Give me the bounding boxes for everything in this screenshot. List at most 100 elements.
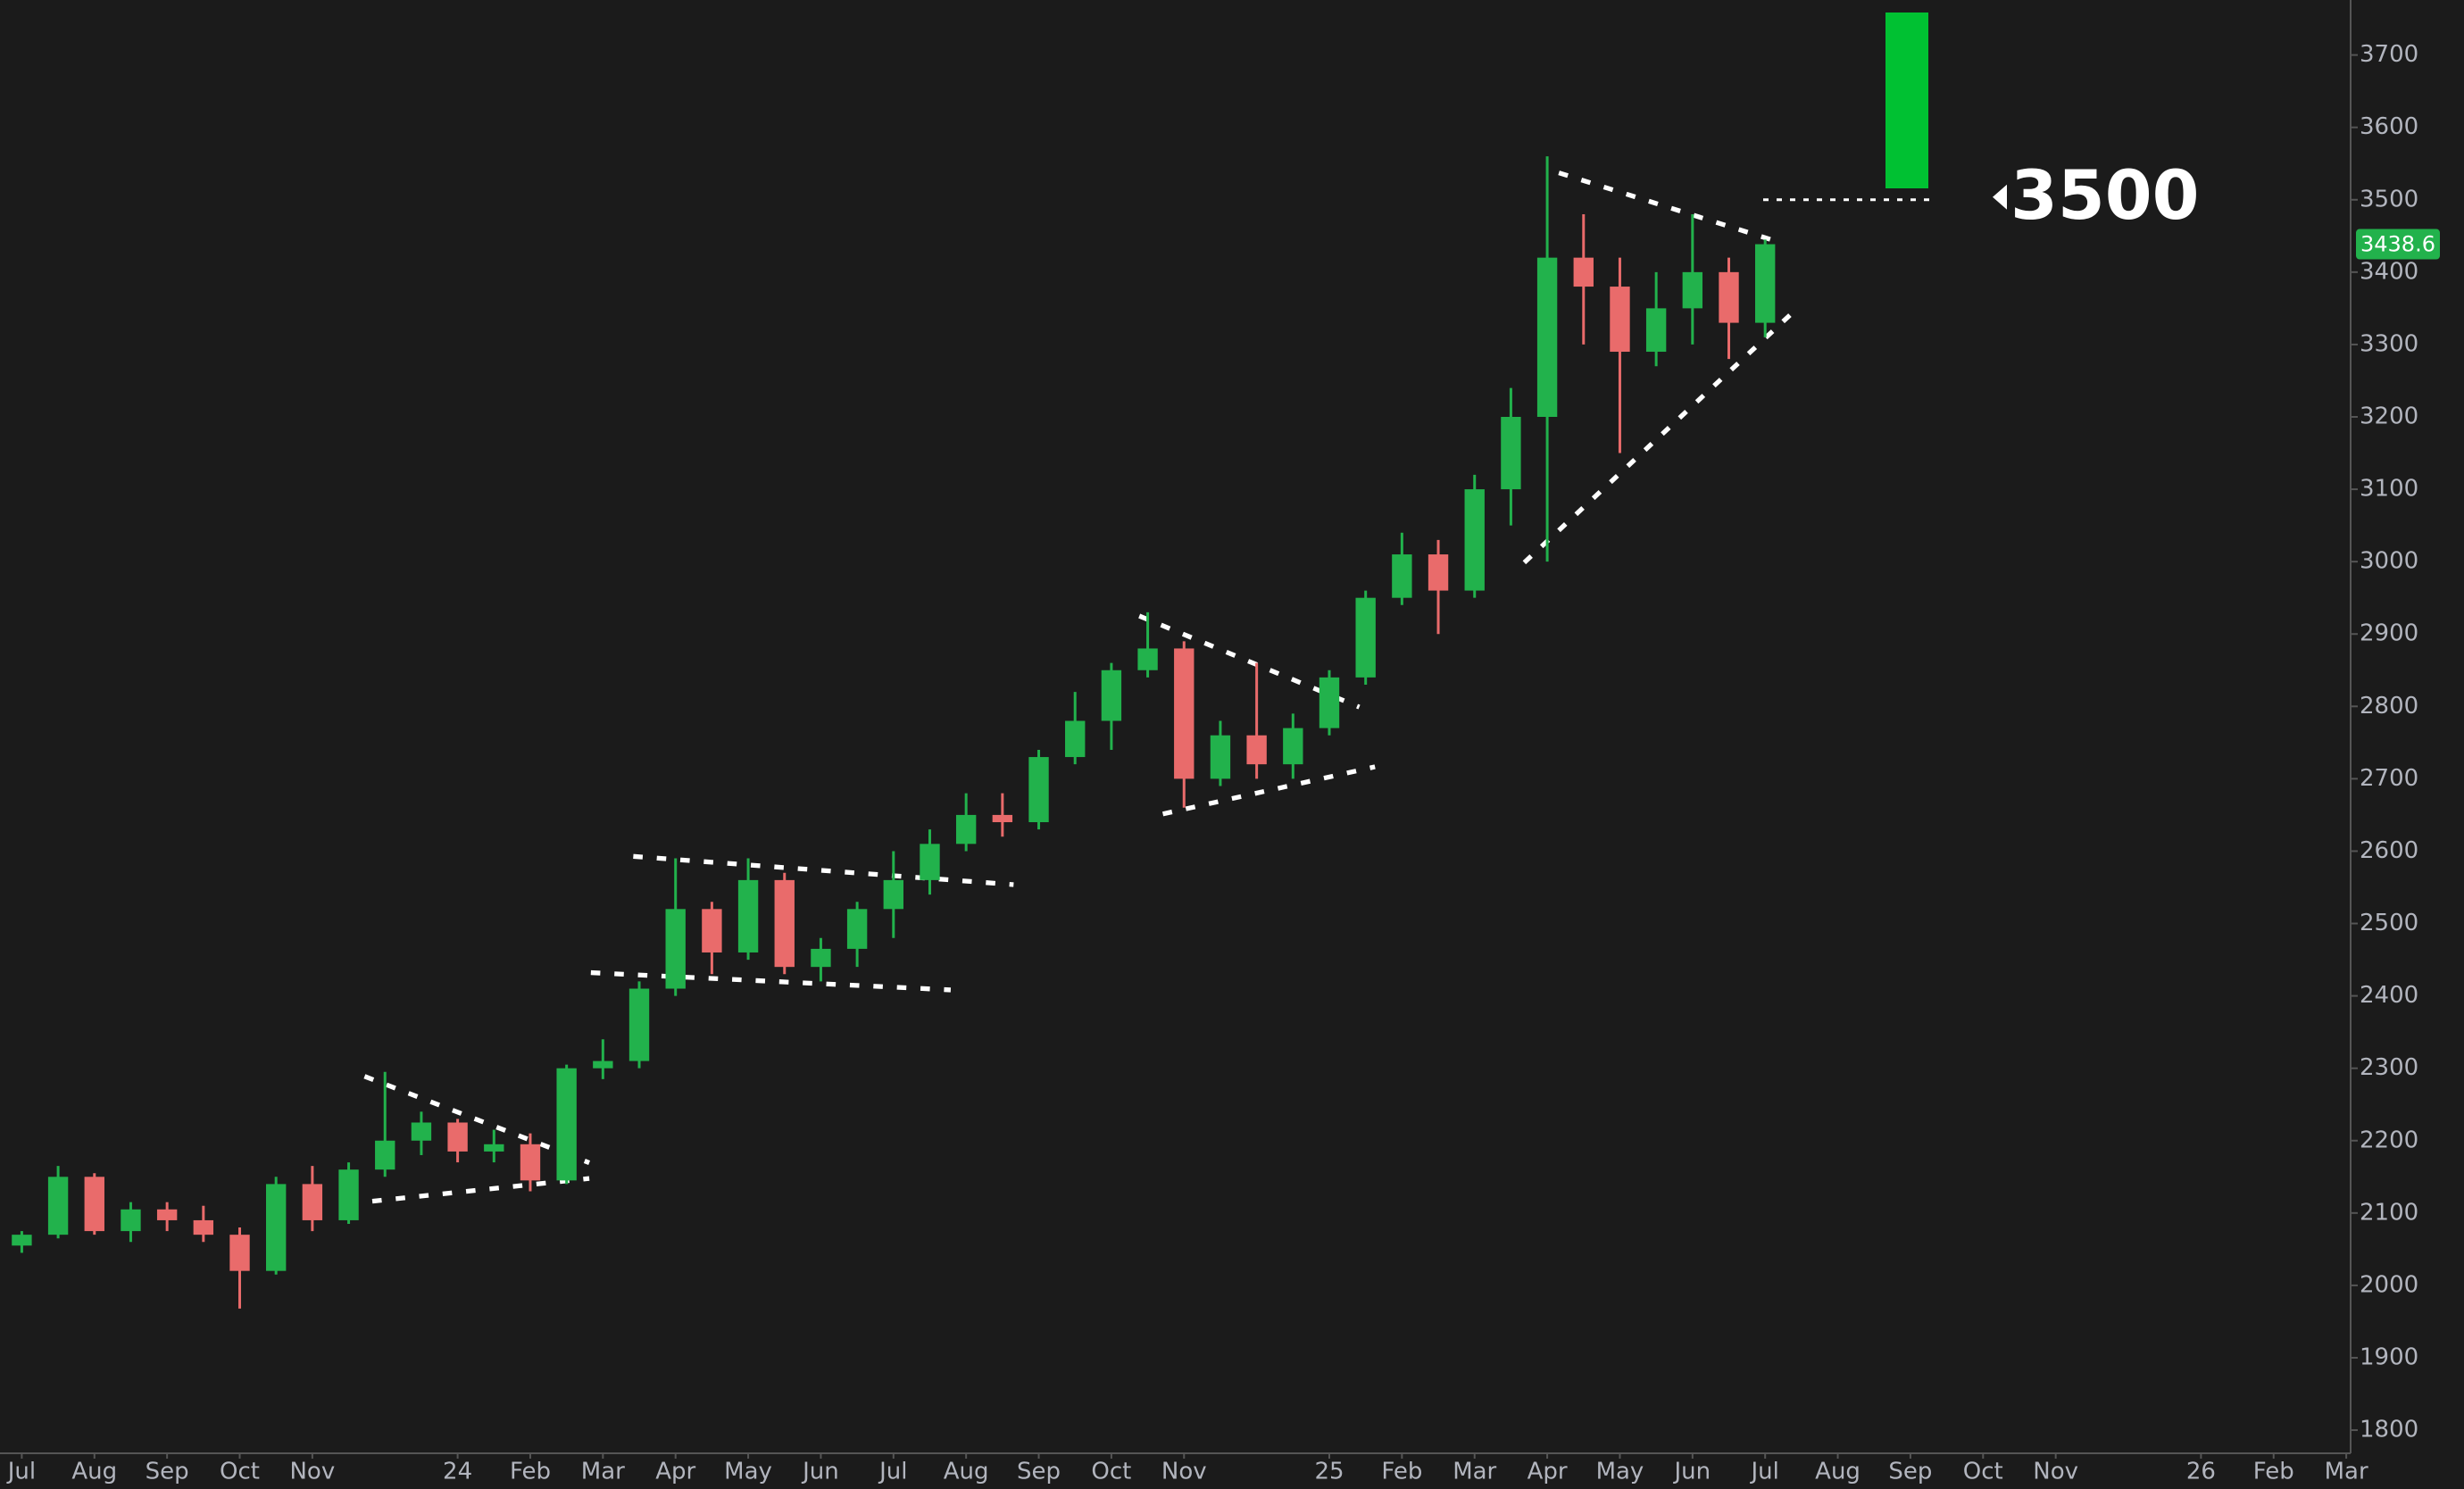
candle-body xyxy=(556,1068,577,1181)
candle-body xyxy=(1137,648,1158,670)
trendline xyxy=(1138,613,1361,710)
target-arrow xyxy=(1993,184,2007,210)
candle-body xyxy=(1536,257,1558,417)
target-bar xyxy=(1885,12,1928,188)
candle-body xyxy=(1573,257,1594,287)
candle-body xyxy=(955,814,977,844)
candle-body xyxy=(811,948,831,968)
y-tick-label: 3200 xyxy=(2360,403,2418,429)
x-tick-label: Mar xyxy=(1453,1459,1496,1485)
candle-body xyxy=(338,1169,359,1220)
candle-body xyxy=(665,909,686,989)
candle-body xyxy=(1355,597,1376,678)
candle-body xyxy=(1174,648,1195,779)
x-tick-label: Jul xyxy=(1750,1459,1779,1485)
x-tick-label: Jul xyxy=(878,1459,907,1485)
y-tick-label: 2600 xyxy=(2360,837,2418,864)
candle-body xyxy=(920,844,940,880)
candle-body xyxy=(229,1235,250,1271)
y-tick-label: 3700 xyxy=(2360,41,2418,68)
y-tick-label: 3300 xyxy=(2360,330,2418,357)
candle-body xyxy=(193,1219,214,1235)
x-tick-label: Nov xyxy=(2033,1459,2078,1485)
x-tick-label: Sep xyxy=(146,1459,189,1485)
y-tick-label: 2000 xyxy=(2360,1271,2418,1298)
trendline xyxy=(633,853,1014,887)
x-tick-label: 25 xyxy=(1314,1459,1344,1485)
trendlines xyxy=(348,171,1802,1206)
candle-body xyxy=(1645,308,1667,353)
trendline xyxy=(363,1074,591,1166)
candle-body xyxy=(1682,271,1703,309)
y-tick-label: 1800 xyxy=(2360,1417,2418,1443)
x-tick-label: Jun xyxy=(1673,1459,1711,1485)
candle-body xyxy=(702,909,722,952)
trendline xyxy=(1558,171,1785,246)
x-tick-label: Feb xyxy=(1381,1459,1422,1485)
candle-body xyxy=(1065,720,1086,758)
candle-body xyxy=(1101,670,1122,721)
y-tick-label: 3400 xyxy=(2360,258,2418,285)
y-tick-label: 2300 xyxy=(2360,1054,2418,1081)
x-tick-label: Aug xyxy=(71,1459,117,1485)
candle-body xyxy=(520,1144,541,1181)
x-tick-label: May xyxy=(724,1459,772,1485)
x-tick-label: Aug xyxy=(944,1459,989,1485)
x-tick-label: 24 xyxy=(443,1459,472,1485)
x-tick-label: Mar xyxy=(2325,1459,2368,1485)
candle-body xyxy=(1610,287,1630,353)
x-tick-label: 26 xyxy=(2186,1459,2216,1485)
y-tick-label: 3000 xyxy=(2360,548,2418,575)
x-tick-label: Aug xyxy=(1815,1459,1860,1485)
candle-body xyxy=(121,1209,141,1232)
x-tick-label: Jul xyxy=(6,1459,36,1485)
candle-body xyxy=(1283,728,1303,765)
candle-body xyxy=(1719,271,1739,323)
x-tick-label: Oct xyxy=(1091,1459,1131,1485)
candle-body xyxy=(1246,735,1267,765)
candle-body xyxy=(883,879,903,910)
candle-body xyxy=(266,1184,287,1271)
y-tick-label: 1900 xyxy=(2360,1343,2418,1370)
x-tick-label: Feb xyxy=(510,1459,551,1485)
y-tick-label: 2100 xyxy=(2360,1199,2418,1226)
candle-body xyxy=(447,1122,468,1152)
x-tick-label: May xyxy=(1596,1459,1644,1485)
candle-body xyxy=(1501,416,1521,490)
x-tick-label: Feb xyxy=(2253,1459,2294,1485)
candle-body xyxy=(1755,244,1776,323)
x-tick-label: Oct xyxy=(1963,1459,2003,1485)
y-tick-label: 2700 xyxy=(2360,765,2418,792)
candle-body xyxy=(992,814,1013,823)
candle-body xyxy=(1210,735,1231,779)
trendline xyxy=(1522,304,1802,565)
y-tick-label: 3500 xyxy=(2360,186,2418,212)
candle-body xyxy=(737,879,759,952)
x-tick-label: Apr xyxy=(1528,1459,1568,1485)
candle-body xyxy=(411,1122,432,1141)
candle-body xyxy=(1464,489,1485,591)
candle-body xyxy=(1028,757,1049,823)
x-tick-label: Sep xyxy=(1888,1459,1932,1485)
x-tick-label: Jun xyxy=(801,1459,839,1485)
candle-body xyxy=(628,988,650,1061)
last-price-tag xyxy=(2356,229,2440,260)
y-tick-label: 3100 xyxy=(2360,476,2418,503)
candle-body xyxy=(302,1184,323,1220)
target-label: 3500 xyxy=(2010,155,2200,235)
x-tick-label: Nov xyxy=(289,1459,335,1485)
candle-body xyxy=(774,879,795,968)
candle-body xyxy=(1392,554,1412,598)
y-tick-label: 2500 xyxy=(2360,910,2418,936)
x-tick-label: Nov xyxy=(1161,1459,1207,1485)
last-price-label: 3438.6 xyxy=(2360,232,2435,257)
y-tick-label: 2800 xyxy=(2360,693,2418,720)
candle-body xyxy=(1319,677,1340,728)
y-tick-label: 2200 xyxy=(2360,1127,2418,1153)
candle-body xyxy=(484,1144,504,1152)
candle-body xyxy=(375,1140,395,1170)
y-tick-label: 2900 xyxy=(2360,620,2418,647)
candle-body xyxy=(47,1177,69,1235)
